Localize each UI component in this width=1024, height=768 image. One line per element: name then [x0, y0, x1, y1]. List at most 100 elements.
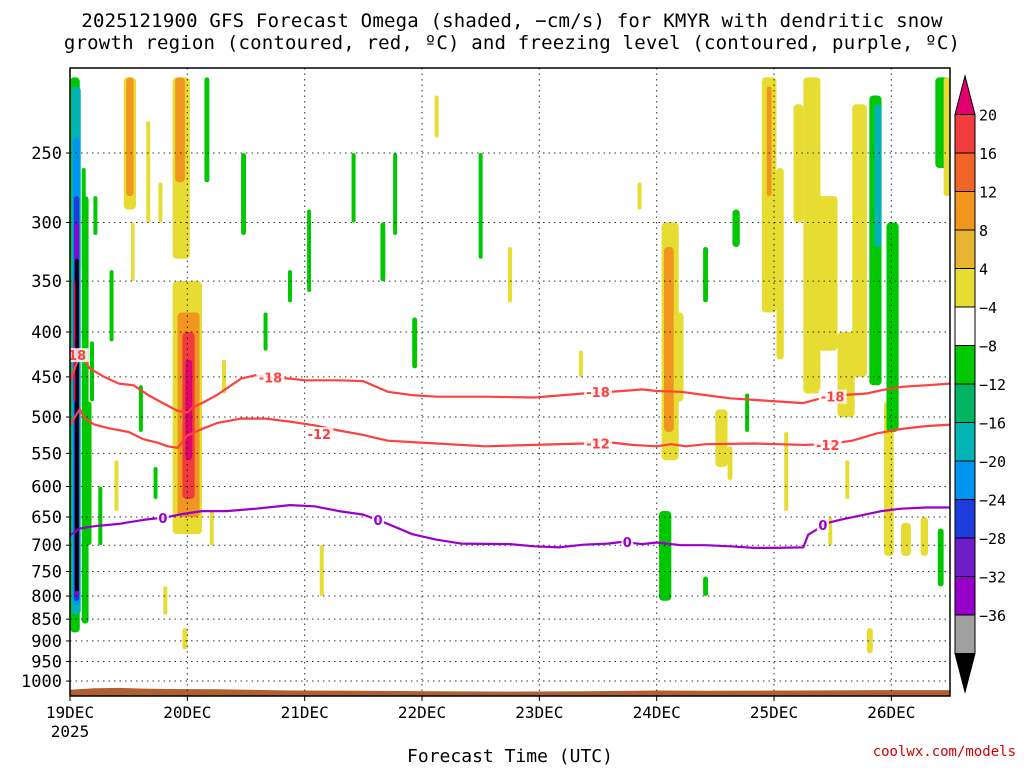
omega-streak [153, 466, 158, 499]
omega-streak [158, 182, 163, 223]
colorbar-bin [954, 537, 976, 577]
omega-streak [93, 196, 98, 235]
omega-patch [793, 104, 804, 223]
omega-streak [784, 431, 789, 512]
colorbar-label: −12 [979, 376, 1006, 394]
omega-patch [766, 86, 772, 197]
colorbar-label: −4 [979, 299, 997, 317]
contour-label: -12 [816, 439, 840, 454]
colorbar-bin [954, 576, 976, 616]
omega-patch [659, 511, 672, 601]
colorbar-bin [954, 268, 976, 308]
contour-label: 0 [623, 536, 632, 551]
colorbar-bin [954, 191, 976, 231]
omega-streak [351, 152, 356, 223]
chart-title-line2: growth region (contoured, red, ºC) and f… [63, 32, 961, 54]
contour-label: -12 [586, 438, 610, 453]
contour-label-bg [584, 384, 612, 399]
y-tick-label: 500 [31, 408, 62, 428]
contour-label-bg [584, 436, 612, 451]
contour-label: 0 [158, 512, 167, 527]
omega-streak [434, 95, 439, 138]
omega-streak [163, 586, 168, 615]
omega-patch [175, 77, 185, 183]
contour-label: 0 [818, 519, 827, 534]
contour-label: -18 [586, 386, 610, 401]
omega-patch [131, 222, 135, 282]
omega-streak [98, 486, 103, 546]
omega-streak [508, 247, 512, 303]
contour-label-bg [816, 518, 829, 533]
omega-patch [715, 409, 728, 467]
colorbar-label: 16 [979, 145, 997, 163]
contour-label: 0 [373, 514, 382, 529]
omega-patch [241, 152, 246, 235]
x-tick-label: 24DEC [633, 703, 681, 722]
colorbar-bin [954, 383, 976, 423]
colorbar-bin [954, 306, 976, 346]
omega-streak [828, 516, 833, 546]
colorbar-label: 8 [979, 222, 988, 240]
omega-patch [182, 628, 188, 650]
omega-patch [886, 222, 899, 432]
omega-patch [307, 209, 312, 292]
y-tick-label: 800 [31, 587, 62, 607]
omega-patch [380, 222, 386, 282]
colorbar-bin [954, 229, 976, 269]
omega-streak [845, 460, 850, 499]
colorbar-bin [954, 114, 976, 154]
omega-patch [204, 77, 210, 183]
contour-label: -18 [63, 349, 87, 364]
contour-lines: -18 -18 -18 -18 -12 -12 -12 0 0 0 0 [63, 348, 950, 551]
x-tick-sublabel: 2025 [51, 722, 90, 741]
colorbar-bin [954, 152, 976, 192]
omega-patch [866, 628, 873, 654]
colorbar-label: 20 [979, 107, 997, 125]
contour-label: -18 [821, 391, 845, 406]
x-tick-label: 21DEC [281, 703, 329, 722]
omega-streak [745, 393, 750, 432]
colorbar-bin [954, 653, 976, 694]
chart-title-line1: 2025121900 GFS Forecast Omega (shaded, −… [81, 10, 943, 32]
colorbar-label: −8 [979, 338, 997, 356]
y-tick-label: 400 [31, 323, 62, 343]
colorbar-bin [954, 74, 976, 115]
y-tick-label: 950 [31, 653, 62, 673]
contour-label-bg [818, 389, 847, 404]
omega-streak [263, 312, 268, 351]
terrain-band [70, 687, 950, 696]
omega-streak [146, 121, 151, 223]
colorbar-label: −16 [979, 415, 1006, 433]
omega-shading [70, 77, 950, 654]
y-tick-label: 550 [31, 444, 62, 464]
y-tick-label: 850 [31, 610, 62, 630]
x-tick-label: 25DEC [750, 703, 798, 722]
y-axis-pressure: 2503003504004505005506006507007508008509… [21, 144, 70, 692]
omega-streak [138, 385, 143, 432]
colorbar-bin [954, 422, 976, 462]
omega-patch [818, 196, 838, 351]
contour-label-bg [256, 370, 285, 385]
omega-patch [852, 104, 867, 377]
x-tick-label: 23DEC [515, 703, 563, 722]
omega-patch [703, 576, 708, 597]
source-credit[interactable]: coolwx.com/models [872, 744, 1016, 760]
omega-patch [901, 522, 911, 556]
contour-label-bg [372, 512, 384, 527]
omega-streak [288, 270, 292, 303]
colorbar-label: −20 [979, 453, 1006, 471]
colorbar-legend: 20 16 12 8 4 −4 −8 −12 −16 −20 −24 −28 −32 −36 [954, 74, 1006, 694]
omega-patch [74, 258, 79, 592]
y-tick-label: 700 [31, 536, 62, 556]
x-tick-label: 19DEC [46, 703, 94, 722]
x-tick-label: 20DEC [163, 703, 211, 722]
omega-patch [920, 516, 928, 556]
omega-patch [732, 209, 740, 248]
contour-label-bg [70, 348, 89, 363]
contour-label: -18 [259, 372, 283, 387]
y-tick-label: 600 [31, 477, 62, 497]
colorbar-label: −28 [979, 530, 1006, 548]
omega-streak [81, 167, 86, 271]
